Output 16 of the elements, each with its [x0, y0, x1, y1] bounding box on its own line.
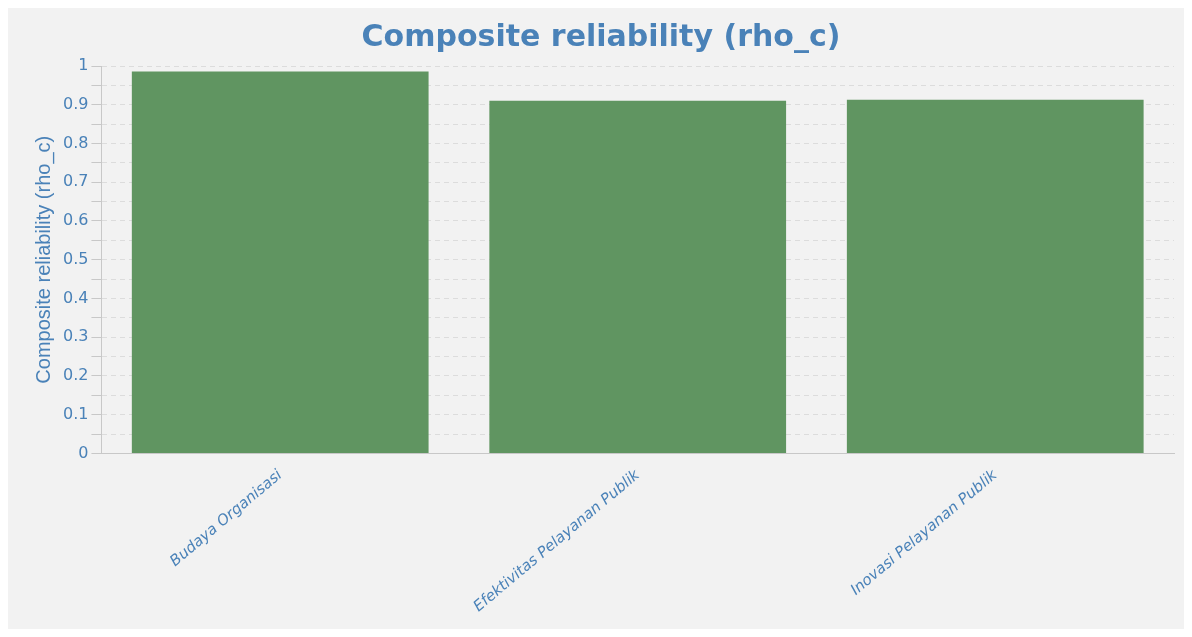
y-tick-label: 0.3	[62, 326, 89, 346]
y-axis-title: Composite reliability (rho_c)	[31, 135, 55, 384]
y-tick-label: 0.5	[62, 248, 89, 268]
y-tick-label: 0	[78, 442, 89, 462]
y-tick-label: 0.4	[62, 287, 89, 307]
bar	[846, 99, 1144, 453]
y-tick-label: 0.1	[62, 403, 89, 423]
y-tick-label: 0.7	[62, 171, 89, 191]
y-tick-label: 1	[78, 55, 89, 75]
y-tick-label: 0.6	[62, 210, 89, 230]
chart-title: Composite reliability (rho_c)	[361, 17, 841, 53]
y-tick-label: 0.2	[62, 365, 89, 385]
bar	[489, 100, 787, 453]
y-tick-label: 0.9	[62, 93, 89, 113]
bar	[131, 71, 429, 453]
y-tick-label: 0.8	[62, 132, 89, 152]
